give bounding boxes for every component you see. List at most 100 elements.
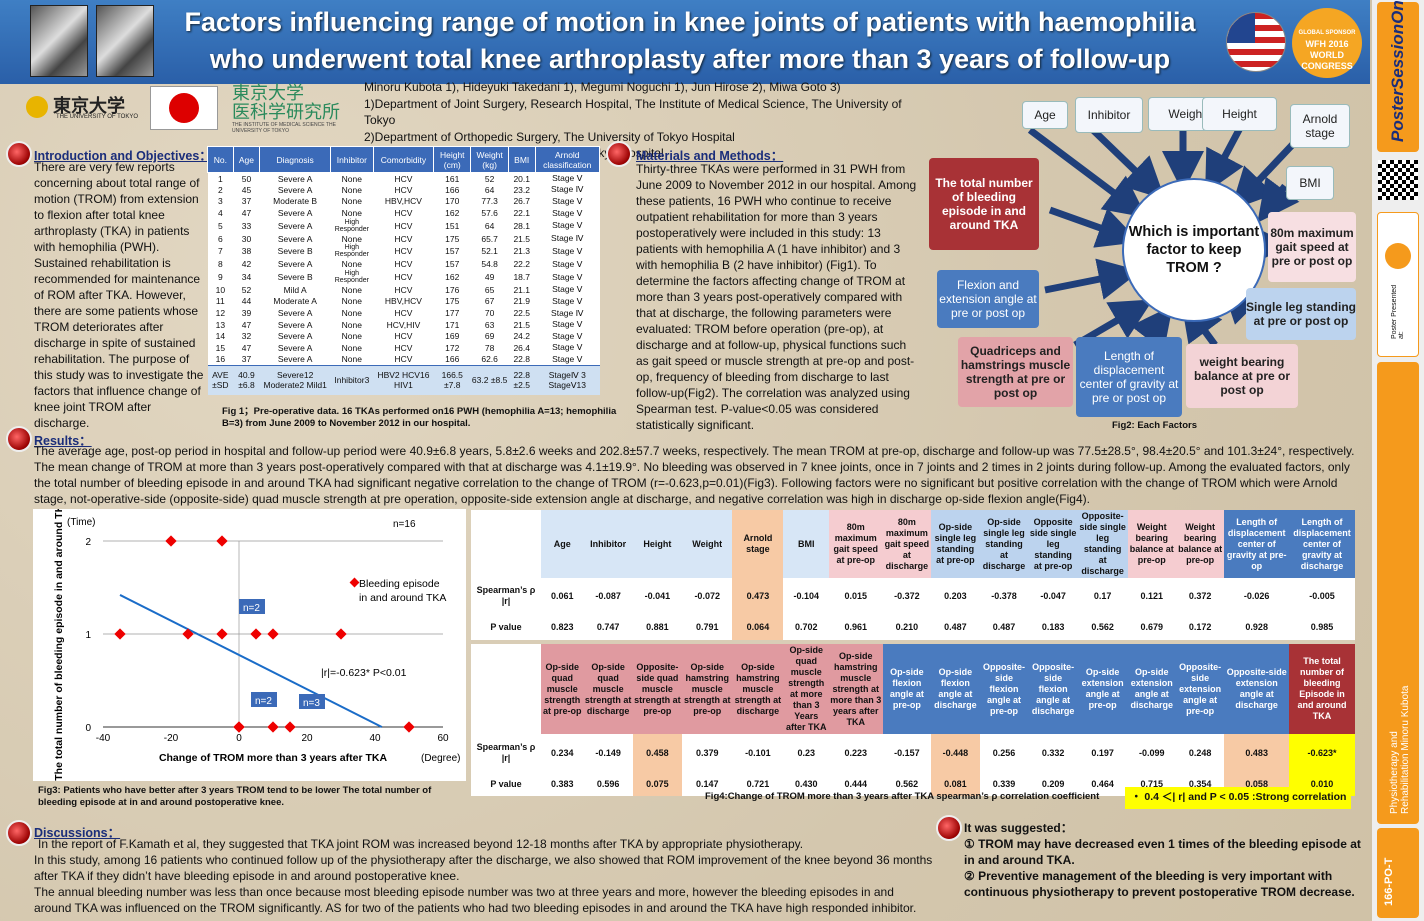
- table1-cell: Stage Ⅴ: [552, 319, 583, 330]
- table1-cell: HCV: [394, 354, 413, 365]
- table1-cell: 14: [215, 331, 226, 342]
- table1-cell: Stage Ⅴ: [552, 353, 583, 364]
- xray-image-2: [96, 5, 154, 77]
- table1-cell: 50: [241, 173, 252, 184]
- table-row: 16 37 Severe A None HCV 166 62.6 22.8 Stage Ⅴ: [208, 354, 600, 366]
- table1-cell: 21.9: [513, 296, 530, 307]
- discussion-title: Discussions：: [34, 826, 121, 840]
- table1-cell: 52: [484, 173, 495, 184]
- fig4-cell: 0.881: [632, 614, 682, 640]
- table1-cell: 67: [484, 296, 495, 307]
- data-point: [216, 628, 228, 640]
- table1-cell: HCV: [394, 173, 413, 184]
- fig4-cell: 0.985: [1289, 614, 1355, 640]
- table1-cell: 175: [445, 233, 460, 244]
- japan-flag-icon: [150, 86, 218, 130]
- table1-cell: Moderate B: [273, 196, 318, 207]
- methods-text: Thirty-three TKAs were performed in 31 P…: [636, 162, 917, 432]
- table1-header: Age: [232, 146, 261, 173]
- fig4-cell: -0.372: [882, 578, 932, 614]
- table1-cell: 166: [445, 184, 460, 195]
- table1-header: Arnold classification: [534, 146, 601, 173]
- table1-cell: Stage Ⅴ: [552, 258, 583, 269]
- y-unit: (Time): [67, 517, 96, 528]
- fig4-rho-row-2: Spearman’s ρ |r| 0.234 -0.149 0.458 0.379 -0.…: [471, 734, 1355, 772]
- x-axis-label: Change of TROM more than 3 years after T…: [159, 752, 388, 764]
- table1-header: Weight (kg): [470, 146, 509, 173]
- factor-length: Length of displacement center of gravity…: [1076, 337, 1182, 417]
- data-point: [233, 721, 245, 733]
- table1-cell: 172: [445, 342, 460, 353]
- table1-cell: None: [341, 196, 362, 207]
- table1-cell: 47: [241, 319, 252, 330]
- results-title: Results：: [34, 434, 92, 448]
- table-row: 14 32 Severe A None HCV 169 69 24.2 Stage Ⅴ: [208, 330, 600, 342]
- fig4-cell: 0.197: [1077, 734, 1128, 772]
- table1-cell: HBV,HCV: [384, 296, 422, 307]
- table1-cell: Severe A: [277, 354, 313, 365]
- table1-cell: 52: [241, 284, 252, 295]
- table-row: 8 42 Severe A None HCV 157 54.8 22.2 Stage Ⅴ: [208, 258, 600, 270]
- fig4-cell: 0.075: [632, 772, 682, 796]
- fig4-cell: 0.487: [979, 614, 1029, 640]
- table1-cell: 21.1: [513, 284, 530, 295]
- table1-cell: 64: [484, 184, 495, 195]
- fig4-cell: Op-side quad muscle strength at more tha…: [783, 644, 830, 734]
- table1-cell: HCV: [394, 331, 413, 342]
- table1-cell: 24.2: [513, 331, 530, 342]
- table1-cell: 26.4: [513, 342, 530, 353]
- fig4-cell: -0.104: [783, 578, 830, 614]
- table1-cell: Severe A: [277, 184, 313, 195]
- table1-cell: HCV: [394, 272, 413, 283]
- table1-cell: 4: [217, 208, 223, 219]
- table1-cell: Stage Ⅴ: [552, 295, 583, 306]
- data-point: [267, 628, 279, 640]
- table1-cell: Severe A: [277, 220, 313, 231]
- fig4-cell: 0.339: [979, 772, 1029, 796]
- fig4-cell: 0.256: [979, 734, 1029, 772]
- presented-box: Poster Presented at:: [1377, 212, 1419, 357]
- table-row: 10 52 Mild A None HCV 176 65 21.1 Stage Ⅴ: [208, 284, 600, 296]
- fig4-cell: 0.17: [1077, 578, 1128, 614]
- fig4-cell: Op-side quad muscle strength at pre-op: [541, 644, 584, 734]
- annotation-box: [251, 692, 277, 707]
- fig4-cell: 0.473: [732, 578, 784, 614]
- fig4-cell: Opposite-side extension angle at dischar…: [1224, 644, 1290, 734]
- table1-cell: 33: [241, 220, 252, 231]
- table1-cell: 10: [215, 284, 226, 295]
- table1-cell: 32: [241, 331, 252, 342]
- fig4-cell: 0.372: [1175, 578, 1225, 614]
- table1-cell: 21.3: [513, 246, 530, 257]
- table1-cell: 57.6: [481, 208, 498, 219]
- table1-header: No.: [207, 146, 234, 173]
- fig4-cell: Op-side flexion angle at pre-op: [882, 644, 932, 734]
- discussion-text: In the report of F.Kamath et al, they su…: [34, 837, 933, 915]
- table1-cell: 37: [241, 354, 252, 365]
- fig4-cell: Height: [632, 510, 682, 578]
- fig4-cell: Weight: [681, 510, 733, 578]
- fig3-caption: Fig3: Patients who have better after 3 y…: [38, 785, 432, 808]
- fig4-cell: Opposite-side flexion angle at discharge: [1028, 644, 1078, 734]
- table1-cell: HCV: [394, 342, 413, 353]
- table1-cell: 169: [445, 331, 460, 342]
- fig4-cell: 0.061: [541, 578, 584, 614]
- fig4-cell: 0.747: [583, 614, 633, 640]
- table1-cell: 2: [217, 184, 223, 195]
- fig3-svg: 0 1 2 -40 -20 0 20 40 60 (Time) n=16 Bleeding episo…: [53, 497, 460, 781]
- table1-cell: 5: [217, 220, 223, 231]
- data-point: [267, 721, 279, 733]
- table1-ave-cell: StageⅣ 3 StageⅤ13: [535, 364, 600, 396]
- table1-cell: 157: [445, 259, 460, 270]
- table1-cell: Stage Ⅳ: [551, 307, 584, 318]
- fig4-cell: 0.209: [1028, 772, 1078, 796]
- table1-cell: 12: [215, 308, 226, 319]
- fig4-row-label: P value: [471, 772, 541, 796]
- table1-cell: None: [341, 233, 362, 244]
- fig4-cell: 0.458: [632, 734, 682, 772]
- fig4-cell: 0.383: [541, 772, 584, 796]
- fig2-center-circle: Which is important factor to keep TROM ?: [1122, 178, 1266, 322]
- factor-quad: Quadriceps and hamstrings muscle strengt…: [958, 337, 1073, 407]
- fig4-header-row-2: Op-side quad muscle strength at pre-op Op…: [471, 644, 1355, 734]
- fig4-cell: Op-side hamstring muscle strength at dis…: [732, 644, 784, 734]
- fig4-cell: Op-side flexion angle at discharge: [931, 644, 980, 734]
